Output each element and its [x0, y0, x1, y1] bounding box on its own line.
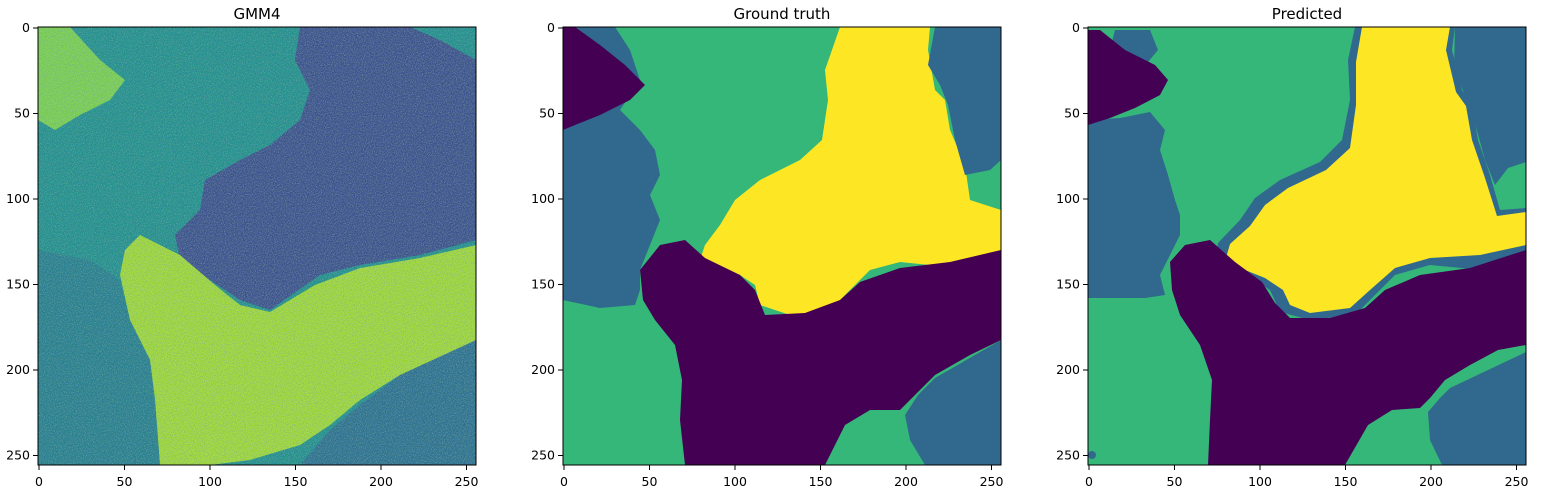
x-tick-label: 100 — [1248, 474, 1272, 489]
y-tick-label: 150 — [6, 277, 30, 292]
x-tick-label: 200 — [369, 474, 393, 489]
x-tick-label: 100 — [198, 474, 222, 489]
y-tick-label: 50 — [14, 106, 30, 121]
region-class2-blob-right — [1504, 170, 1526, 194]
y-axis: 0 50 100 150 200 250 — [6, 20, 38, 463]
y-tick-label: 100 — [6, 191, 30, 206]
region-class0-topleft — [563, 27, 645, 130]
y-tick-label: 250 — [531, 448, 555, 463]
x-tick-label: 200 — [1419, 474, 1443, 489]
x-tick-label: 150 — [809, 474, 833, 489]
region-class0-bottom — [1170, 240, 1526, 465]
y-tick-label: 100 — [1056, 191, 1080, 206]
x-tick-label: 100 — [723, 474, 747, 489]
x-tick-label: 50 — [1167, 474, 1183, 489]
x-tick-label: 200 — [894, 474, 918, 489]
region-class1-speck — [1088, 451, 1096, 459]
y-tick-label: 0 — [1072, 20, 1080, 35]
region-class1-right — [1454, 27, 1526, 185]
y-axis: 0 50 100 150 200 250 — [531, 20, 563, 463]
region-class3-center — [1226, 27, 1526, 313]
panel-predicted: Predicted 0 50 100 150 200 250 0 — [1056, 5, 1528, 489]
y-tick-label: 50 — [1064, 106, 1080, 121]
y-tick-label: 200 — [6, 362, 30, 377]
y-tick-label: 200 — [1056, 362, 1080, 377]
y-tick-label: 50 — [539, 106, 555, 121]
region-class1-topblob — [1112, 30, 1158, 62]
y-tick-label: 150 — [531, 277, 555, 292]
y-tick-label: 0 — [22, 20, 30, 35]
x-tick-label: 0 — [1085, 474, 1093, 489]
x-tick-label: 250 — [980, 474, 1004, 489]
x-axis: 0 50 100 150 200 250 — [1085, 465, 1528, 489]
y-tick-label: 150 — [1056, 277, 1080, 292]
y-tick-label: 250 — [1056, 448, 1080, 463]
x-tick-label: 150 — [1334, 474, 1358, 489]
x-tick-label: 250 — [455, 474, 479, 489]
y-tick-label: 0 — [547, 20, 555, 35]
axes-frame — [1087, 26, 1527, 466]
y-tick-label: 250 — [6, 448, 30, 463]
axes-frame — [562, 26, 1002, 466]
axes-frame — [37, 26, 477, 466]
region-class0-bottom — [640, 240, 1001, 465]
x-tick-label: 150 — [284, 474, 308, 489]
panel-title: Predicted — [1272, 5, 1342, 23]
y-axis: 0 50 100 150 200 250 — [1056, 20, 1088, 463]
region-class1-bottomright — [1428, 352, 1526, 465]
heatmap-image — [38, 27, 476, 465]
region-class1-left — [1088, 112, 1180, 298]
panel-ground-truth: Ground truth 0 50 100 150 200 250 0 50 1… — [531, 5, 1003, 489]
y-tick-label: 200 — [531, 362, 555, 377]
region-class3-center — [700, 27, 1001, 315]
x-tick-label: 0 — [35, 474, 43, 489]
panel-title: Ground truth — [734, 5, 831, 23]
x-tick-label: 50 — [642, 474, 658, 489]
x-axis: 0 50 100 150 200 250 — [35, 465, 478, 489]
x-tick-label: 250 — [1505, 474, 1529, 489]
segmentation-image — [1088, 27, 1526, 465]
y-tick-label: 100 — [531, 191, 555, 206]
region-class0-topleft — [1088, 30, 1168, 125]
region-class1-bottomright — [905, 340, 1001, 465]
x-tick-label: 50 — [117, 474, 133, 489]
panel-title: GMM4 — [233, 5, 280, 23]
region-class1-right — [928, 27, 1001, 175]
x-tick-label: 0 — [560, 474, 568, 489]
x-axis: 0 50 100 150 200 250 — [560, 465, 1003, 489]
segmentation-image — [563, 27, 1001, 465]
panel-gmm4: GMM4 0 50 100 150 200 250 0 50 100 150 — [6, 5, 478, 489]
